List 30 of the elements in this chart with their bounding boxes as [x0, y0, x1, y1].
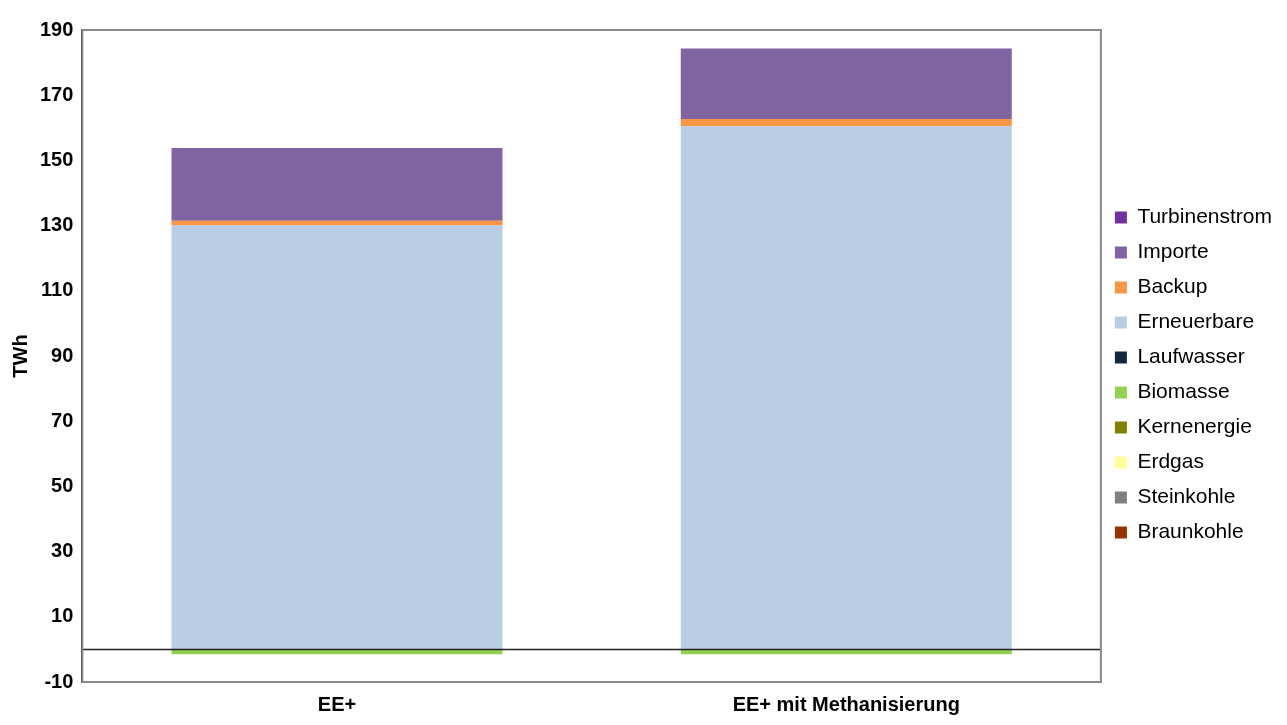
bar: [680, 119, 1012, 127]
y-tick-label: 90: [51, 343, 74, 366]
legend-label: Turbinenstrom: [1137, 204, 1273, 228]
legend-label: Biomasse: [1137, 379, 1230, 403]
y-axis-title: TWh: [8, 334, 31, 378]
legend-label: Laufwasser: [1137, 344, 1245, 368]
y-tick-label: 130: [39, 213, 74, 236]
y-tick-label: 190: [39, 17, 74, 40]
x-tick-label: EE+: [317, 692, 357, 715]
bar: [680, 48, 1012, 119]
legend-label: Steinkohle: [1137, 484, 1236, 508]
y-tick-label: 110: [41, 278, 74, 301]
legend-label: Erneuerbare: [1137, 309, 1255, 333]
legend-label: Importe: [1137, 239, 1209, 263]
bar: [171, 148, 503, 221]
legend-label: Braunkohle: [1137, 519, 1244, 543]
bar: [171, 225, 503, 650]
legend-label: Erdgas: [1137, 449, 1204, 473]
legend-label: Kernenergie: [1137, 414, 1252, 438]
y-tick-label: 30: [51, 539, 74, 562]
x-tick-label: EE+ mit Methanisierung: [732, 692, 960, 715]
y-tick-label: -10: [44, 669, 74, 692]
y-tick-label: 10: [51, 604, 74, 627]
y-tick-label: 150: [39, 147, 74, 170]
bar: [171, 220, 503, 226]
legend-label: Backup: [1137, 274, 1208, 298]
y-tick-label: 70: [51, 408, 74, 431]
bar: [680, 126, 1012, 650]
y-tick-label: 170: [39, 82, 74, 105]
y-tick-label: 50: [51, 473, 74, 496]
